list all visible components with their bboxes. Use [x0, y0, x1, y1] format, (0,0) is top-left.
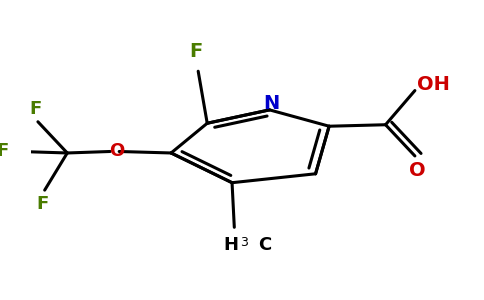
Text: N: N [264, 94, 280, 113]
Text: O: O [109, 142, 124, 160]
Text: 3: 3 [240, 236, 248, 249]
Text: F: F [36, 195, 48, 213]
Text: F: F [0, 142, 9, 160]
Text: H: H [223, 236, 238, 253]
Text: C: C [258, 236, 271, 253]
Text: OH: OH [417, 75, 450, 94]
Text: F: F [189, 42, 203, 62]
Text: F: F [30, 100, 42, 118]
Text: O: O [409, 161, 425, 180]
